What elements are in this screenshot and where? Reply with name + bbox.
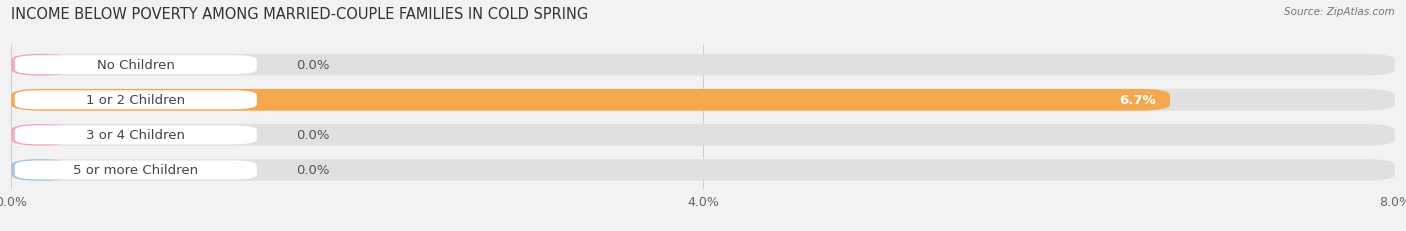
FancyBboxPatch shape bbox=[11, 90, 1395, 111]
FancyBboxPatch shape bbox=[14, 91, 257, 110]
FancyBboxPatch shape bbox=[11, 159, 70, 181]
FancyBboxPatch shape bbox=[11, 55, 1395, 76]
FancyBboxPatch shape bbox=[11, 125, 70, 146]
Text: 3 or 4 Children: 3 or 4 Children bbox=[86, 129, 186, 142]
FancyBboxPatch shape bbox=[14, 161, 257, 180]
Text: INCOME BELOW POVERTY AMONG MARRIED-COUPLE FAMILIES IN COLD SPRING: INCOME BELOW POVERTY AMONG MARRIED-COUPL… bbox=[11, 7, 589, 22]
FancyBboxPatch shape bbox=[11, 90, 1170, 111]
FancyBboxPatch shape bbox=[11, 159, 1395, 181]
Text: 5 or more Children: 5 or more Children bbox=[73, 164, 198, 177]
Text: 0.0%: 0.0% bbox=[297, 164, 330, 177]
Text: 1 or 2 Children: 1 or 2 Children bbox=[86, 94, 186, 107]
FancyBboxPatch shape bbox=[14, 126, 257, 145]
FancyBboxPatch shape bbox=[11, 55, 70, 76]
FancyBboxPatch shape bbox=[11, 125, 1395, 146]
Text: 0.0%: 0.0% bbox=[297, 129, 330, 142]
Text: 0.0%: 0.0% bbox=[297, 59, 330, 72]
Text: No Children: No Children bbox=[97, 59, 174, 72]
Text: 6.7%: 6.7% bbox=[1119, 94, 1156, 107]
Text: Source: ZipAtlas.com: Source: ZipAtlas.com bbox=[1284, 7, 1395, 17]
FancyBboxPatch shape bbox=[14, 56, 257, 75]
